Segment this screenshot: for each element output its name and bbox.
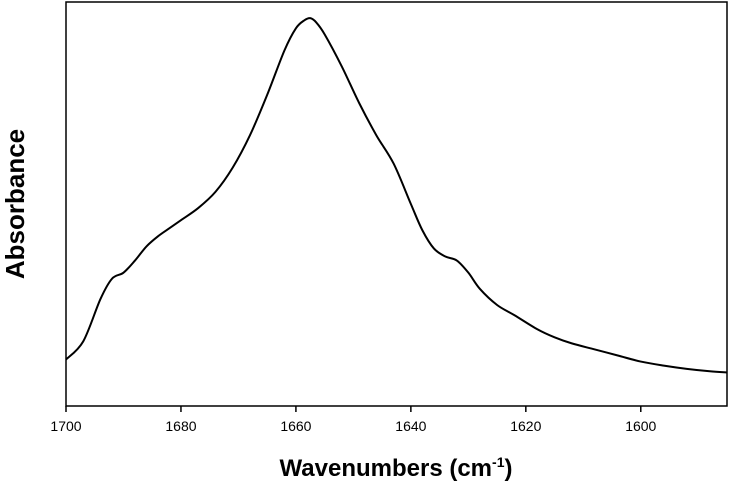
plot-frame: [65, 1, 728, 407]
x-tick-label: 1640: [395, 418, 426, 434]
x-tick-label: 1700: [50, 418, 81, 434]
x-tick-label: 1660: [280, 418, 311, 434]
x-tick-label: 1600: [625, 418, 656, 434]
x-axis-title-text: Wavenumbers (cm: [280, 455, 493, 482]
x-axis-title-superscript: -1: [492, 454, 505, 470]
x-axis-title: Wavenumbers (cm-1): [280, 454, 513, 482]
x-axis-ticks: 1700 1680 1660 1640 1620 1600: [50, 406, 657, 434]
x-tick-label: 1620: [510, 418, 541, 434]
y-axis-title: Absorbance: [0, 129, 30, 279]
x-axis-title-suffix: ): [504, 455, 512, 482]
absorbance-curve: [65, 17, 728, 374]
x-tick-label: 1680: [165, 418, 196, 434]
